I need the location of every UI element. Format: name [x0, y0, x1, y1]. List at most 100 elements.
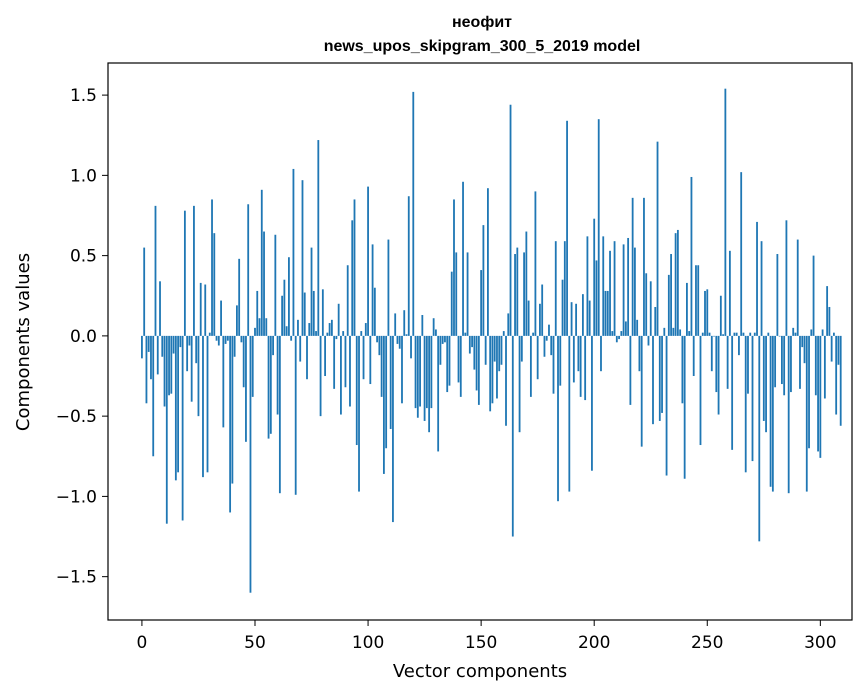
bar: [446, 335, 449, 393]
bar: [269, 335, 272, 434]
bar: [579, 335, 582, 397]
bar: [428, 335, 431, 433]
bar: [236, 305, 238, 336]
bar: [581, 294, 584, 336]
bar: [667, 274, 670, 336]
bar: [188, 335, 191, 346]
bar: [753, 332, 756, 336]
bar: [747, 335, 749, 394]
bar: [358, 335, 360, 492]
bar: [683, 335, 686, 479]
bar: [600, 335, 602, 372]
bar: [613, 241, 616, 336]
bar: [814, 335, 817, 396]
bar: [563, 241, 566, 336]
bar: [412, 91, 415, 336]
bar: [439, 335, 442, 365]
bar: [389, 335, 392, 429]
bar: [767, 332, 770, 336]
bar: [364, 323, 367, 336]
y-tick-label: −1.5: [56, 568, 97, 588]
bar: [505, 335, 507, 426]
bar: [794, 332, 797, 336]
bar: [722, 334, 725, 336]
bar: [278, 335, 281, 494]
bar: [317, 140, 320, 336]
bar: [260, 189, 263, 336]
bar: [448, 335, 451, 386]
bar: [165, 335, 168, 524]
bar: [385, 335, 388, 449]
bar: [441, 335, 444, 344]
bar: [156, 335, 159, 375]
bar: [543, 335, 546, 357]
bar: [369, 335, 372, 385]
bar: [706, 289, 709, 336]
bar: [267, 335, 270, 439]
x-tick-label: 100: [352, 633, 384, 653]
y-tick-label: 0.5: [70, 247, 97, 267]
bar: [498, 335, 501, 372]
bar: [423, 335, 426, 421]
bar: [394, 313, 397, 336]
bar: [355, 335, 358, 446]
bar: [839, 335, 842, 426]
bar: [817, 335, 819, 452]
y-tick-label: 1.0: [70, 166, 97, 186]
bar: [656, 141, 659, 336]
bar: [312, 290, 315, 336]
bar: [326, 332, 329, 336]
bar: [321, 289, 324, 336]
bar: [143, 247, 146, 336]
bar: [584, 335, 587, 401]
bar: [487, 188, 489, 336]
bar: [837, 335, 840, 365]
bar: [473, 335, 476, 370]
plot-frame: [107, 62, 853, 621]
bar: [177, 335, 180, 473]
bar: [618, 335, 620, 340]
bar: [803, 335, 806, 364]
bar: [462, 181, 464, 336]
bar: [459, 335, 462, 397]
bar: [174, 335, 177, 481]
x-tick-label: 200: [578, 633, 610, 653]
bar: [168, 335, 170, 396]
y-axis-ticks: −1.5 −1.0 −0.5 0.0 0.5 1.0 1.5: [56, 86, 108, 588]
bar: [471, 335, 473, 348]
x-tick-label: 300: [804, 633, 836, 653]
bar: [520, 335, 523, 362]
bar: [622, 244, 625, 336]
bar: [231, 335, 234, 484]
bar: [285, 326, 288, 336]
bar: [179, 335, 182, 348]
bar: [482, 225, 485, 336]
bar: [692, 335, 695, 377]
bar: [251, 335, 254, 397]
bar: [778, 335, 781, 337]
bar: [419, 335, 421, 407]
bar: [290, 335, 293, 341]
bar: [740, 172, 743, 336]
bar: [274, 234, 277, 336]
bar: [529, 335, 532, 397]
bar: [272, 335, 274, 356]
bar: [217, 335, 220, 346]
bar: [464, 332, 467, 336]
bar: [812, 255, 815, 336]
bar: [466, 252, 469, 336]
bar: [821, 329, 824, 336]
bar: [432, 318, 435, 336]
bar: [183, 210, 186, 336]
bar: [557, 335, 559, 502]
bar: [704, 290, 706, 336]
bar: [351, 220, 354, 336]
bar: [392, 335, 394, 523]
bar: [249, 335, 252, 593]
bar: [518, 335, 521, 433]
bar: [738, 335, 740, 356]
bar: [193, 205, 195, 336]
bar: [324, 335, 326, 377]
bar: [808, 335, 810, 449]
